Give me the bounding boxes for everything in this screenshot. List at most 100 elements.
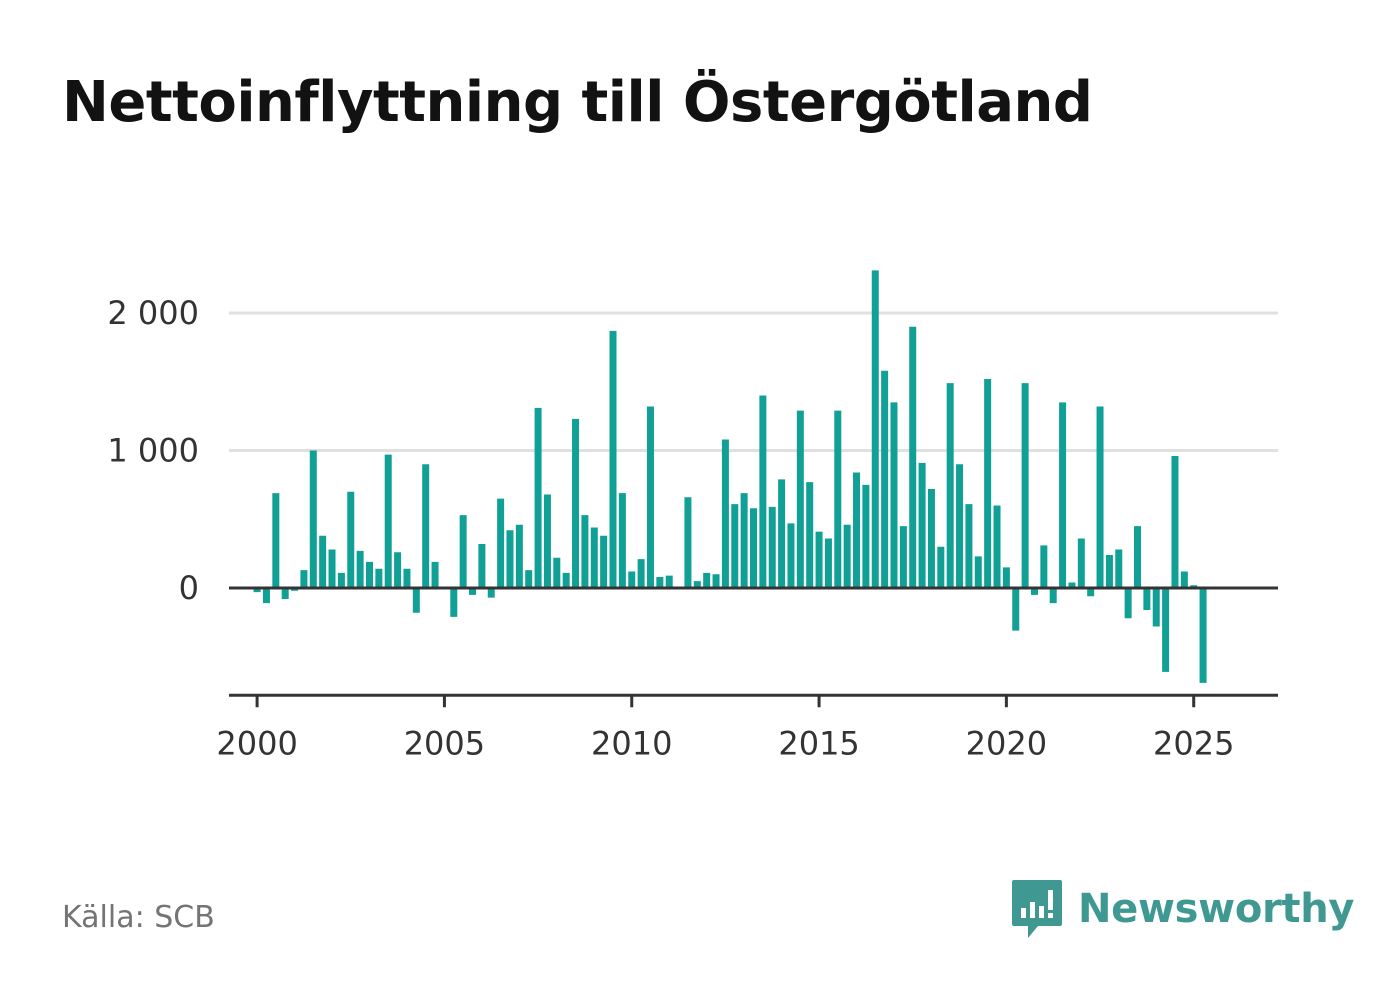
bar (1012, 588, 1020, 631)
y-tick-label: 1 000 (107, 432, 199, 470)
bar (815, 531, 823, 589)
bar (665, 575, 673, 589)
bar (525, 570, 533, 589)
bar (1030, 588, 1038, 595)
bar (337, 572, 345, 589)
bar (515, 524, 523, 588)
bar (628, 571, 636, 588)
bar (862, 484, 870, 589)
y-tick-label: 0 (179, 569, 199, 607)
bar (487, 588, 495, 598)
bar (1199, 588, 1207, 683)
bar (1068, 582, 1076, 588)
bar (394, 552, 402, 588)
bar (431, 561, 439, 589)
bar (347, 491, 355, 588)
bar (824, 538, 832, 588)
bar (721, 439, 729, 588)
bar (1134, 526, 1142, 589)
bar (974, 556, 982, 589)
bar (365, 561, 373, 589)
bar (1115, 549, 1123, 588)
bar (1124, 588, 1132, 619)
bar (506, 530, 514, 588)
bar (965, 504, 973, 589)
bar (497, 498, 505, 589)
bar (703, 572, 711, 589)
bar (262, 588, 270, 604)
bar (609, 330, 617, 589)
bar (946, 383, 954, 589)
bar (403, 568, 411, 588)
bar (375, 568, 383, 588)
bar (759, 395, 767, 588)
bar (796, 410, 804, 589)
bar (1180, 571, 1188, 588)
bar (712, 574, 720, 588)
bar (309, 450, 317, 588)
bar (927, 489, 935, 588)
bar (918, 462, 926, 589)
source-note: Källa: SCB (62, 900, 215, 935)
bar (412, 588, 420, 613)
bar (656, 577, 664, 588)
x-tick-label: 2020 (966, 724, 1047, 762)
bar (469, 588, 477, 595)
bar (853, 472, 861, 588)
bar (871, 270, 879, 589)
bar (1002, 567, 1010, 589)
bar (899, 526, 907, 589)
x-tick-label: 2010 (591, 724, 672, 762)
bar (1171, 456, 1179, 588)
bar (834, 410, 842, 589)
bar (534, 407, 542, 589)
bar (1040, 545, 1048, 589)
bar (684, 497, 692, 588)
bar (1143, 588, 1151, 610)
bar (572, 418, 580, 589)
bar (600, 535, 608, 588)
brand-logo[interactable]: Newsworthy (1010, 878, 1355, 940)
bar (422, 464, 430, 588)
bar (881, 370, 889, 588)
x-tick-label: 2005 (404, 724, 485, 762)
bar (1105, 555, 1113, 588)
bar (272, 493, 280, 589)
bar (750, 508, 757, 588)
bar (356, 550, 364, 589)
bar (450, 588, 458, 617)
bar (937, 546, 945, 588)
bar (993, 505, 1001, 588)
bar (778, 479, 786, 589)
bar (1096, 406, 1104, 588)
bar (543, 494, 551, 588)
bar (253, 588, 261, 593)
bar (478, 544, 486, 588)
x-tick-label: 2000 (216, 724, 297, 762)
x-tick-label: 2025 (1153, 724, 1234, 762)
chart-title: Nettoinflyttning till Östergötland (62, 70, 1093, 135)
bar (328, 549, 336, 588)
bar (787, 523, 795, 589)
bar (740, 493, 748, 589)
bar (646, 406, 654, 588)
bar (1049, 588, 1057, 604)
bar (1059, 402, 1067, 589)
bar (281, 588, 289, 599)
bar (553, 557, 561, 588)
bar (806, 482, 814, 589)
bar (562, 572, 570, 589)
brand-name: Newsworthy (1078, 886, 1355, 932)
x-tick-label: 2015 (778, 724, 859, 762)
bar (843, 524, 851, 588)
bar (1087, 588, 1095, 597)
bar (984, 379, 992, 588)
bar (731, 504, 739, 589)
bar (590, 527, 598, 588)
newsworthy-logo-icon (1010, 878, 1064, 940)
bar (581, 515, 589, 589)
bar (1152, 588, 1160, 627)
bar (768, 506, 776, 589)
bar (909, 326, 917, 588)
